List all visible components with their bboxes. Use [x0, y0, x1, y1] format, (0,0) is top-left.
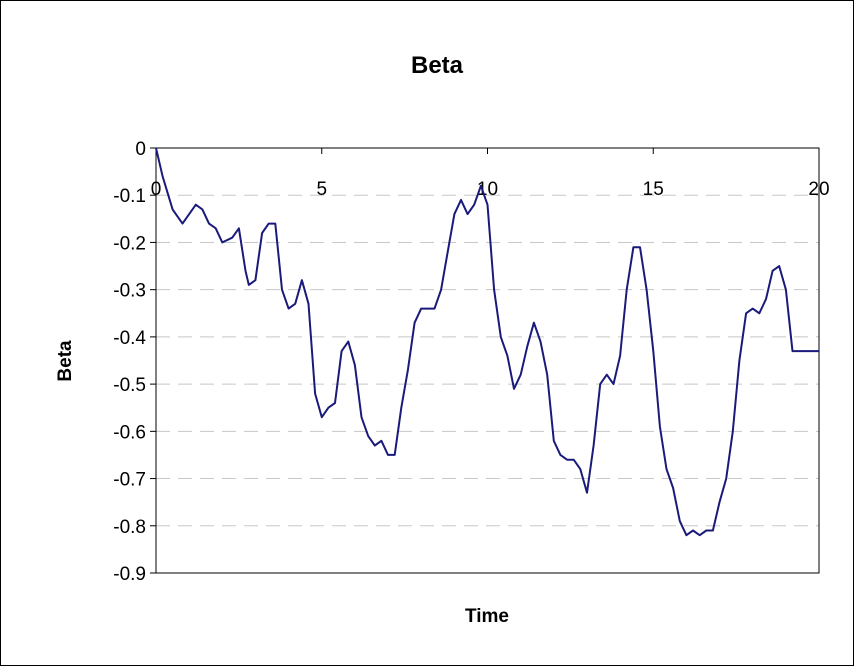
y-tick-label: -0.6	[113, 422, 146, 443]
x-axis: 0 5 10 15 20	[151, 147, 830, 200]
x-tick-label: 20	[808, 179, 829, 200]
x-tick-label: 10	[477, 179, 498, 200]
y-tick-label: -0.7	[113, 470, 146, 491]
series-line	[155, 147, 819, 537]
y-tick-label: -0.9	[113, 564, 146, 585]
x-tick-label: 5	[316, 179, 327, 200]
y-tick-label: -0.3	[113, 281, 146, 302]
x-tick-label: 0	[151, 179, 162, 200]
chart-title: Beta	[411, 52, 464, 79]
y-axis-title: Beta	[55, 340, 76, 382]
y-tick-label: -0.5	[113, 375, 146, 396]
x-tick-label: 15	[643, 179, 664, 200]
y-axis: 0 -0.1 -0.2 -0.3 -0.4 -0.5 -0.6 -0.7 -0.8 -0.9	[113, 139, 156, 585]
y-tick-label: 0	[135, 139, 146, 160]
y-tick-label: -0.8	[113, 517, 146, 538]
y-tick-label: -0.4	[113, 328, 146, 349]
x-axis-title: Time	[465, 606, 509, 627]
grid	[156, 194, 819, 527]
y-tick-label: -0.1	[113, 186, 146, 207]
y-tick-label: -0.2	[113, 233, 146, 254]
